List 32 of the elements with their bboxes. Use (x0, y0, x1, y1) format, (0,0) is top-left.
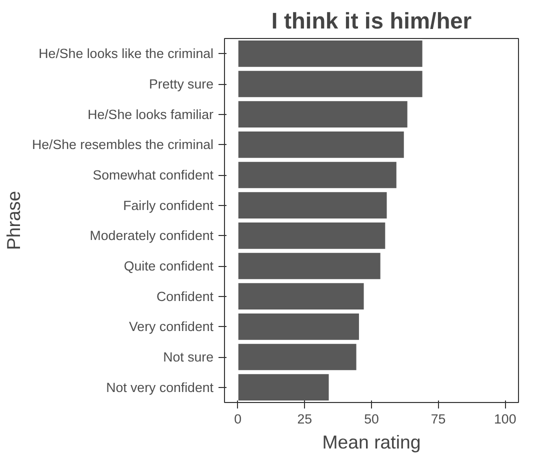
y-tick-label: He/She resembles the criminal (32, 137, 214, 152)
y-tick-label: Quite confident (124, 258, 214, 274)
y-tick-label: Confident (156, 288, 214, 304)
y-tick-label: Not very confident (106, 380, 214, 395)
y-tick-label: Somewhat confident (92, 168, 214, 182)
x-tick-label: 75 (430, 412, 446, 426)
x-tick-label: 0 (234, 412, 242, 426)
x-axis-title: Mean rating (322, 432, 421, 452)
y-tick-label: He/She looks familiar (88, 106, 214, 122)
bar (237, 312, 360, 341)
y-tick-label: Not sure (163, 350, 214, 364)
bar (237, 100, 408, 128)
bar (237, 70, 424, 98)
y-tick-label: He/She looks like the criminal (38, 46, 214, 62)
y-tick-label: Moderately confident (90, 228, 214, 244)
bar (237, 191, 388, 220)
bar (237, 160, 398, 190)
x-tick-label: 25 (297, 412, 312, 426)
y-tick-label: Pretty sure (149, 76, 214, 92)
bar (237, 130, 405, 159)
x-tick-label: 100 (494, 412, 516, 426)
bar (237, 373, 330, 402)
bar (237, 342, 358, 372)
y-tick-label: Very confident (129, 319, 214, 334)
bar (237, 40, 424, 68)
chart-title: I think it is him/her (271, 8, 472, 34)
y-axis-title: Phrase (3, 190, 24, 250)
bar (237, 282, 365, 310)
x-tick-label: 50 (364, 412, 379, 426)
y-tick-label: Fairly confident (123, 198, 214, 213)
bar (237, 252, 382, 280)
bar (237, 222, 386, 250)
